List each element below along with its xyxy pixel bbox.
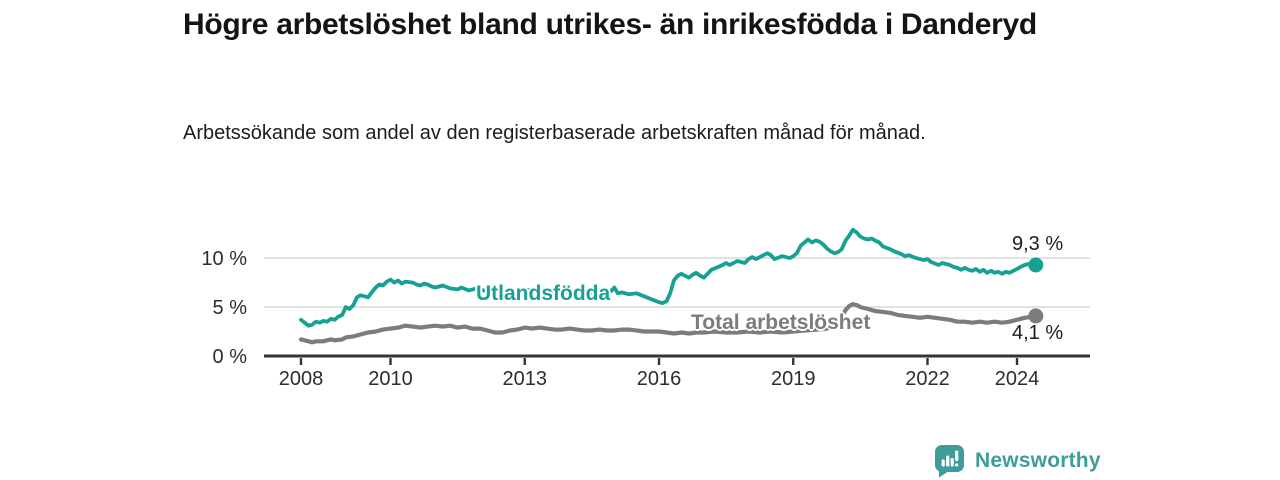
svg-text:2013: 2013 <box>503 368 548 390</box>
chart-title: Högre arbetslöshet bland utrikes- än inr… <box>183 8 1037 41</box>
svg-text:2024: 2024 <box>995 368 1040 390</box>
svg-text:0 %: 0 % <box>213 346 248 368</box>
svg-text:2010: 2010 <box>368 368 413 390</box>
end-value-utlandsfodda: 9,3 % <box>1012 233 1064 255</box>
chart-subtitle: Arbetssökande som andel av den registerb… <box>183 122 926 144</box>
svg-text:2016: 2016 <box>637 368 682 390</box>
series-label-total-arbetsloshet: Total arbetslöshet <box>691 311 871 334</box>
series-label-utlandsfodda: Utlandsfödda <box>476 282 611 305</box>
end-value-total-arbetsloshet: 4,1 % <box>1012 322 1064 344</box>
svg-text:5 %: 5 % <box>213 297 248 319</box>
newsworthy-brand-link[interactable]: Newsworthy <box>934 444 1101 478</box>
svg-text:10 %: 10 % <box>201 248 247 270</box>
svg-text:2008: 2008 <box>279 368 324 390</box>
brand-name: Newsworthy <box>975 449 1101 472</box>
svg-text:2022: 2022 <box>905 368 950 390</box>
svg-text:2019: 2019 <box>771 368 816 390</box>
newsworthy-logo-icon <box>935 445 964 478</box>
